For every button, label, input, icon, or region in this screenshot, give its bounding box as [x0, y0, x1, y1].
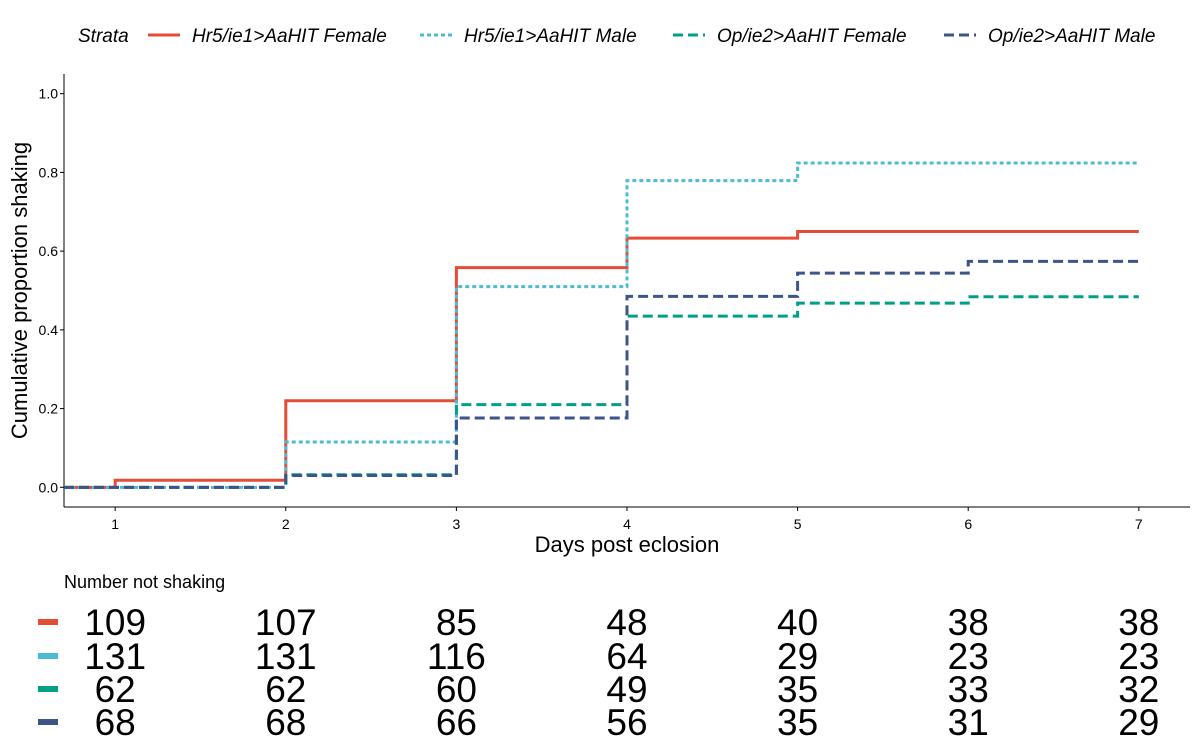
x-tick-label: 4: [623, 516, 631, 532]
legend: Strata Hr5/ie1>AaHIT Female Hr5/ie1>AaHIT …: [78, 26, 1155, 47]
plot-area: 0.0 0.2 0.4 0.6 0.8 1.0 1 2 3 4 5 6 7 Days post eclos…: [7, 74, 1190, 557]
risk-table: Number not shaking 109 107 85 48 40 38 38 131 131…: [38, 572, 1159, 743]
y-tick-label: 0.8: [39, 164, 59, 180]
risk-count: 48: [606, 602, 647, 643]
risk-count: 31: [948, 702, 989, 743]
risk-row-color-key: [38, 653, 58, 659]
risk-count: 62: [95, 669, 136, 710]
y-tick-label: 0.2: [39, 401, 59, 417]
risk-count: 35: [777, 702, 818, 743]
risk-count: 109: [84, 602, 146, 643]
risk-count: 35: [777, 669, 818, 710]
y-tick-label: 0.4: [39, 322, 59, 338]
risk-count: 29: [1118, 702, 1159, 743]
legend-title: Strata: [78, 26, 129, 47]
risk-count: 29: [777, 636, 818, 677]
risk-count: 23: [948, 636, 989, 677]
risk-count: 66: [436, 702, 477, 743]
x-axis-title: Days post eclosion: [535, 532, 720, 557]
y-tick-label: 1.0: [39, 86, 59, 102]
risk-table-title: Number not shaking: [64, 572, 225, 592]
risk-count: 68: [265, 702, 306, 743]
x-tick-label: 3: [452, 516, 460, 532]
risk-count: 116: [427, 636, 486, 677]
series-line: [64, 295, 1139, 489]
legend-label: Hr5/ie1>AaHIT Female: [192, 26, 387, 47]
y-tick-label: 0.0: [39, 479, 59, 495]
risk-count: 64: [606, 636, 647, 677]
x-tick-label: 6: [964, 516, 972, 532]
risk-count: 49: [606, 669, 647, 710]
risk-count: 68: [95, 702, 136, 743]
series-line: [64, 259, 1139, 489]
risk-count: 85: [436, 602, 477, 643]
series-line: [64, 229, 1139, 489]
series-line: [64, 161, 1139, 489]
x-tick-label: 7: [1135, 516, 1143, 532]
risk-row-color-key: [38, 619, 58, 625]
x-tick-label: 5: [794, 516, 802, 532]
x-tick-label: 2: [282, 516, 290, 532]
legend-label: Op/ie2>AaHIT Male: [988, 26, 1155, 47]
risk-count: 56: [606, 702, 647, 743]
risk-count: 32: [1118, 669, 1159, 710]
risk-count: 131: [255, 636, 317, 677]
risk-row-color-key: [38, 719, 58, 725]
y-axis-title: Cumulative proportion shaking: [7, 142, 32, 439]
risk-count: 33: [948, 669, 989, 710]
risk-count: 131: [84, 636, 146, 677]
risk-count: 23: [1118, 636, 1159, 677]
risk-count: 62: [265, 669, 306, 710]
risk-count: 40: [777, 602, 818, 643]
risk-count: 38: [948, 602, 989, 643]
risk-count: 60: [436, 669, 477, 710]
risk-count: 107: [255, 602, 317, 643]
y-tick-label: 0.6: [39, 243, 59, 259]
risk-row-color-key: [38, 686, 58, 692]
legend-label: Op/ie2>AaHIT Female: [717, 26, 907, 47]
legend-label: Hr5/ie1>AaHIT Male: [464, 26, 637, 47]
risk-count: 38: [1118, 602, 1159, 643]
x-tick-label: 1: [111, 516, 119, 532]
